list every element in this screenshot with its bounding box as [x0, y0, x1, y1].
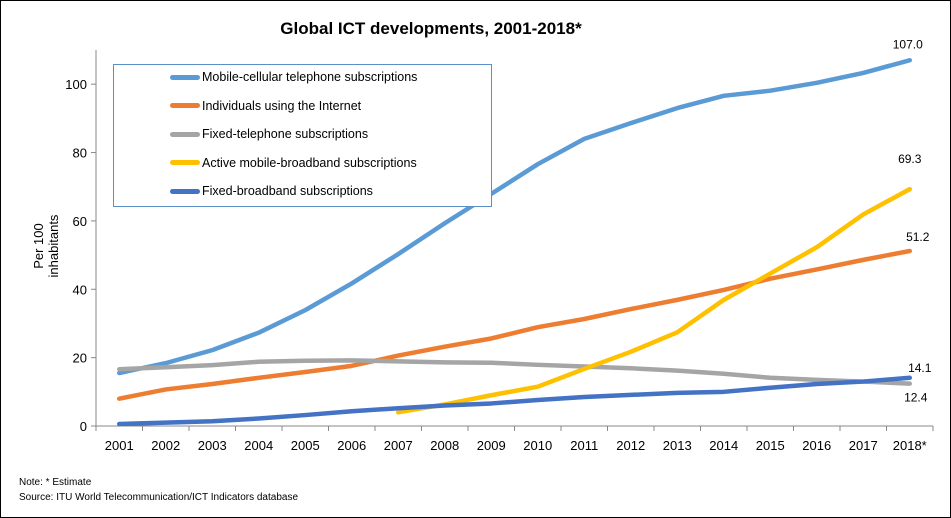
y-tick-label: 0 [80, 419, 87, 434]
x-tick-label: 2017 [849, 438, 878, 453]
legend-item: Mobile-cellular telephone subscriptions [170, 70, 417, 84]
y-tick-label: 20 [73, 351, 87, 366]
legend-swatch [170, 74, 200, 80]
x-tick-label: 2006 [337, 438, 366, 453]
legend-label: Mobile-cellular telephone subscriptions [202, 70, 418, 84]
data-label: 51.2 [906, 230, 930, 244]
y-tick-label: 100 [65, 77, 87, 92]
x-tick-label: 2016 [802, 438, 831, 453]
legend-swatch [170, 188, 200, 194]
x-tick-label: 2005 [291, 438, 320, 453]
x-tick-label: 2001 [105, 438, 134, 453]
data-label: 69.3 [898, 152, 922, 166]
legend-label: Active mobile-broadband subscriptions [202, 155, 417, 170]
x-tick-label: 2010 [523, 438, 552, 453]
legend: Mobile-cellular telephone subscriptions I… [113, 64, 492, 207]
series-line-1 [117, 248, 912, 401]
x-tick-label: 2008 [430, 438, 459, 453]
x-tick-label: 2014 [709, 438, 738, 453]
source-text: Source: ITU World Telecommunication/ICT … [19, 492, 299, 503]
x-tick-label: 2007 [384, 438, 413, 453]
legend-swatch [170, 160, 200, 165]
data-label: 107.0 [893, 37, 923, 51]
legend-swatch [170, 131, 200, 137]
x-tick-label: 2011 [570, 438, 598, 453]
series-line-3 [396, 186, 912, 415]
series-line-4 [117, 375, 912, 427]
legend-item: Active mobile-broadband subscriptions [170, 156, 417, 170]
legend-label: Fixed-telephone subscriptions [202, 127, 369, 141]
legend-swatch [170, 103, 200, 108]
y-tick-label: 60 [73, 214, 87, 229]
legend-item: Individuals using the Internet [170, 99, 361, 113]
x-tick-label: 2015 [756, 438, 785, 453]
x-tick-label: 2002 [151, 438, 180, 453]
x-tick-label: 2004 [244, 438, 273, 453]
y-tick-label: 80 [73, 146, 87, 161]
note-text: Note: * Estimate [19, 477, 92, 488]
series-line-2 [117, 358, 912, 386]
x-tick-label: 2012 [616, 438, 645, 453]
data-label: 14.1 [908, 361, 932, 375]
x-tick-label: 2009 [477, 438, 506, 453]
series-line-0 [117, 58, 912, 376]
x-tick-label: 2013 [663, 438, 692, 453]
legend-label: Individuals using the Internet [202, 98, 362, 113]
y-tick-label: 40 [73, 282, 87, 297]
legend-item: Fixed-telephone subscriptions [170, 127, 368, 141]
chart-title: Global ICT developments, 2001-2018* [280, 19, 582, 38]
data-label: 12.4 [904, 391, 928, 405]
x-tick-label: 2003 [198, 438, 227, 453]
x-tick-label: 2018* [893, 438, 927, 453]
legend-label: Fixed-broadband subscriptions [202, 184, 373, 198]
legend-item: Fixed-broadband subscriptions [170, 184, 373, 198]
